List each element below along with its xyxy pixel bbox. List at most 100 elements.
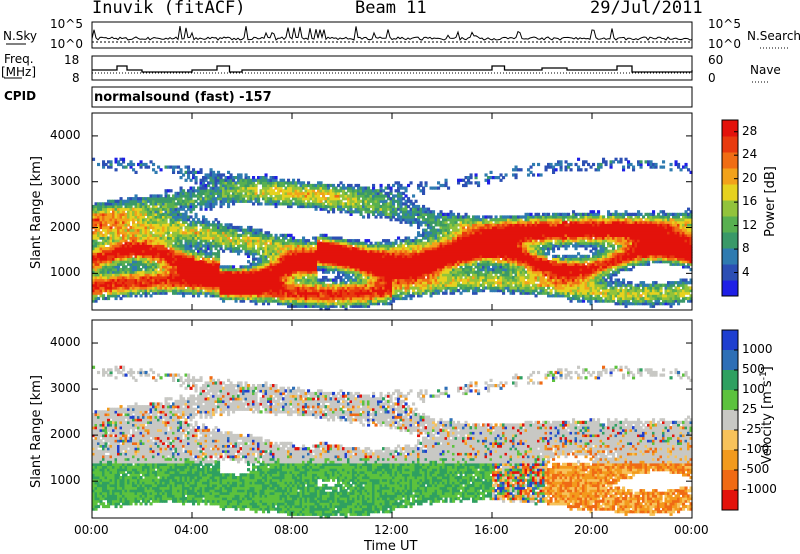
power-cell bbox=[129, 262, 133, 266]
power-cell bbox=[167, 189, 171, 193]
power-cell bbox=[189, 236, 193, 240]
power-cell bbox=[164, 199, 168, 203]
power-cell bbox=[149, 281, 153, 285]
power-cell bbox=[192, 289, 196, 293]
power-cell bbox=[272, 283, 276, 287]
power-cell bbox=[197, 249, 201, 253]
power-cell bbox=[109, 268, 113, 272]
power-cell bbox=[277, 254, 281, 258]
power-cell bbox=[304, 296, 308, 301]
power-cell bbox=[227, 199, 231, 203]
power-cell bbox=[174, 254, 178, 258]
power-cell bbox=[209, 231, 213, 235]
power-cell bbox=[167, 236, 171, 240]
power-cell bbox=[269, 186, 273, 190]
power-cell bbox=[267, 270, 271, 274]
power-cell bbox=[149, 241, 153, 245]
power-cell bbox=[107, 215, 111, 219]
power-cell bbox=[259, 228, 263, 232]
power-cell bbox=[224, 183, 228, 188]
power-cell bbox=[272, 183, 276, 188]
power-cell bbox=[239, 183, 243, 188]
power-cell bbox=[202, 283, 206, 287]
power-cell bbox=[227, 204, 231, 209]
power-cell bbox=[157, 291, 161, 295]
power-cell bbox=[312, 294, 316, 298]
power-cell bbox=[144, 281, 148, 285]
power-cell bbox=[257, 199, 261, 203]
power-cell bbox=[157, 215, 161, 219]
power-cell bbox=[277, 241, 281, 245]
power-cell bbox=[204, 249, 208, 253]
power-cell bbox=[312, 286, 316, 290]
power-cell bbox=[267, 262, 271, 266]
power-cell bbox=[112, 207, 116, 211]
power-cell bbox=[219, 286, 223, 290]
power-cell bbox=[307, 257, 311, 261]
power-cell bbox=[217, 189, 221, 193]
power-cell bbox=[207, 223, 211, 227]
power-cell bbox=[262, 194, 266, 198]
power-cell bbox=[172, 268, 176, 272]
power-cell bbox=[197, 273, 201, 277]
power-cell bbox=[227, 236, 231, 240]
power-cell bbox=[92, 241, 96, 245]
power-cell bbox=[277, 296, 281, 301]
power-cell bbox=[294, 275, 298, 280]
power-cell bbox=[267, 281, 271, 285]
power-cell bbox=[179, 254, 183, 258]
power-cell bbox=[169, 257, 173, 261]
power-cell bbox=[239, 225, 243, 230]
power-cell bbox=[164, 265, 168, 269]
power-cell bbox=[97, 220, 101, 224]
power-cell bbox=[204, 283, 208, 287]
power-cell bbox=[154, 220, 158, 224]
power-cell bbox=[154, 210, 158, 214]
power-cell bbox=[144, 210, 148, 214]
power-cell bbox=[102, 254, 106, 258]
power-cell bbox=[122, 281, 126, 285]
power-cell bbox=[307, 241, 311, 245]
power-cell bbox=[177, 194, 181, 198]
power-cell bbox=[202, 215, 206, 219]
power-cell bbox=[304, 286, 308, 290]
power-cell bbox=[232, 283, 236, 287]
power-cell bbox=[114, 291, 118, 295]
power-cell bbox=[194, 270, 198, 274]
power-cell bbox=[237, 225, 241, 230]
power-cell bbox=[124, 212, 128, 216]
power-cell bbox=[297, 199, 301, 203]
power-cell bbox=[304, 304, 308, 308]
power-cell bbox=[132, 244, 136, 248]
power-cell bbox=[169, 289, 173, 293]
power-cell bbox=[167, 278, 171, 282]
power-cell bbox=[117, 223, 121, 227]
power-cell bbox=[204, 178, 208, 182]
power-cell bbox=[169, 249, 173, 253]
power-cell bbox=[252, 249, 256, 253]
power-cell bbox=[277, 183, 281, 188]
power-cell bbox=[162, 233, 166, 237]
power-cell bbox=[139, 294, 143, 298]
power-cell bbox=[279, 241, 283, 245]
power-cell bbox=[97, 249, 101, 253]
power-cell bbox=[182, 223, 186, 227]
power-cell bbox=[114, 286, 118, 290]
power-cell bbox=[137, 278, 141, 282]
power-cell bbox=[154, 281, 158, 285]
power-cell bbox=[282, 236, 286, 240]
power-cell bbox=[282, 283, 286, 287]
power-cell bbox=[302, 199, 306, 203]
power-cell bbox=[299, 273, 303, 277]
power-cell bbox=[292, 270, 296, 274]
power-cell bbox=[317, 260, 321, 264]
power-cell bbox=[219, 273, 223, 277]
power-cell bbox=[179, 207, 183, 211]
power-cell bbox=[157, 225, 161, 230]
power-cell bbox=[154, 204, 158, 209]
power-cell bbox=[309, 283, 313, 287]
power-cell bbox=[302, 249, 306, 253]
power-cell bbox=[157, 273, 161, 277]
power-cell bbox=[262, 265, 266, 269]
power-cell bbox=[94, 289, 98, 293]
